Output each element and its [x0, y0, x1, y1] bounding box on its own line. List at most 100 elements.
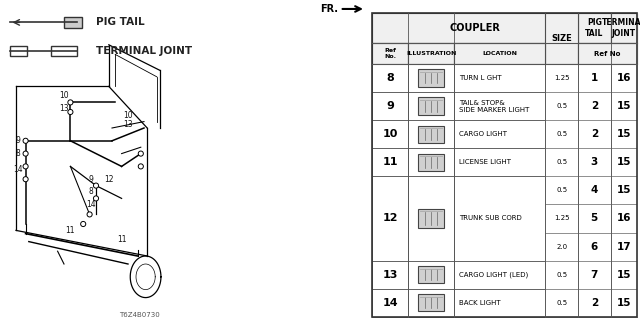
Text: 15: 15: [616, 101, 631, 111]
FancyBboxPatch shape: [418, 98, 444, 115]
Text: 1.25: 1.25: [554, 75, 570, 81]
Text: 17: 17: [616, 242, 631, 252]
Text: 9: 9: [15, 136, 20, 145]
Text: PIG TAIL: PIG TAIL: [96, 17, 145, 28]
Text: 15: 15: [616, 298, 631, 308]
Circle shape: [87, 212, 92, 217]
Bar: [408, 176, 454, 260]
Bar: [578, 233, 611, 260]
Bar: [545, 64, 578, 92]
Text: 11: 11: [66, 226, 75, 235]
Bar: [545, 289, 578, 317]
Text: 9: 9: [387, 101, 394, 111]
FancyBboxPatch shape: [418, 209, 444, 228]
Text: 13: 13: [383, 270, 398, 280]
Bar: [545, 13, 578, 64]
FancyBboxPatch shape: [418, 154, 444, 171]
Bar: [454, 260, 545, 289]
Bar: [545, 148, 578, 176]
Text: 15: 15: [616, 157, 631, 167]
Text: 15: 15: [616, 129, 631, 139]
Circle shape: [23, 138, 28, 143]
Text: 13: 13: [123, 120, 133, 129]
FancyBboxPatch shape: [418, 294, 444, 311]
FancyBboxPatch shape: [418, 266, 444, 283]
FancyBboxPatch shape: [418, 69, 444, 87]
Bar: [408, 43, 454, 64]
Bar: [611, 176, 637, 204]
Bar: [611, 233, 637, 260]
Bar: [372, 64, 408, 92]
Bar: [372, 176, 408, 260]
Text: 0.5: 0.5: [556, 159, 567, 165]
Circle shape: [68, 109, 73, 115]
Bar: [611, 260, 637, 289]
Text: 10: 10: [59, 92, 69, 100]
Text: 2: 2: [591, 129, 598, 139]
Bar: [545, 176, 578, 204]
Text: 2: 2: [591, 298, 598, 308]
Bar: [408, 289, 454, 317]
Bar: [454, 43, 545, 64]
Bar: [578, 64, 611, 92]
Bar: [578, 92, 611, 120]
Bar: [611, 148, 637, 176]
Bar: [51, 46, 77, 56]
Bar: [372, 289, 408, 317]
Bar: [578, 43, 637, 64]
Bar: [372, 260, 408, 289]
Text: 4: 4: [591, 185, 598, 196]
Bar: [10, 46, 27, 56]
Text: 3: 3: [591, 157, 598, 167]
Text: TURN L GHT: TURN L GHT: [459, 75, 502, 81]
Text: 0.5: 0.5: [556, 131, 567, 137]
Text: 1.25: 1.25: [554, 215, 570, 221]
Bar: [372, 120, 408, 148]
Text: 16: 16: [616, 213, 631, 223]
Text: 14: 14: [383, 298, 398, 308]
Text: Ref
No.: Ref No.: [384, 48, 396, 59]
Text: 5: 5: [591, 213, 598, 223]
Text: 8: 8: [89, 188, 93, 196]
Circle shape: [93, 196, 99, 201]
Circle shape: [138, 151, 143, 156]
Circle shape: [23, 151, 28, 156]
Bar: [454, 64, 545, 92]
Circle shape: [138, 164, 143, 169]
Text: 15: 15: [616, 185, 631, 196]
Text: LICENSE LIGHT: LICENSE LIGHT: [459, 159, 511, 165]
Text: FR.: FR.: [320, 4, 338, 14]
Text: COUPLER: COUPLER: [450, 23, 500, 33]
Text: T6Z4B0730: T6Z4B0730: [119, 312, 160, 318]
Bar: [372, 92, 408, 120]
Bar: [408, 92, 454, 120]
Bar: [545, 260, 578, 289]
Text: 11: 11: [117, 236, 126, 244]
Text: 1: 1: [591, 73, 598, 83]
Bar: [545, 92, 578, 120]
Circle shape: [81, 221, 86, 227]
Circle shape: [68, 100, 73, 105]
Text: 0.5: 0.5: [556, 300, 567, 306]
Text: TRUNK SUB CORD: TRUNK SUB CORD: [459, 215, 522, 221]
Circle shape: [23, 177, 28, 182]
Text: 8: 8: [15, 149, 20, 158]
Bar: [611, 92, 637, 120]
Bar: [64, 17, 82, 28]
Bar: [372, 13, 578, 43]
Text: 0.5: 0.5: [556, 272, 567, 278]
Text: Ref No: Ref No: [594, 51, 621, 57]
Text: SIZE: SIZE: [551, 34, 572, 43]
Bar: [454, 148, 545, 176]
Bar: [372, 13, 637, 317]
Text: TAIL& STOP&
SIDE MARKER LIGHT: TAIL& STOP& SIDE MARKER LIGHT: [459, 100, 529, 113]
Bar: [578, 204, 611, 233]
Text: 12: 12: [104, 175, 113, 184]
Text: 14: 14: [13, 165, 22, 174]
Bar: [578, 176, 611, 204]
Text: LOCATION: LOCATION: [482, 51, 517, 56]
Bar: [408, 64, 454, 92]
Bar: [408, 260, 454, 289]
Text: CARGO LIGHT: CARGO LIGHT: [459, 131, 507, 137]
Bar: [611, 289, 637, 317]
